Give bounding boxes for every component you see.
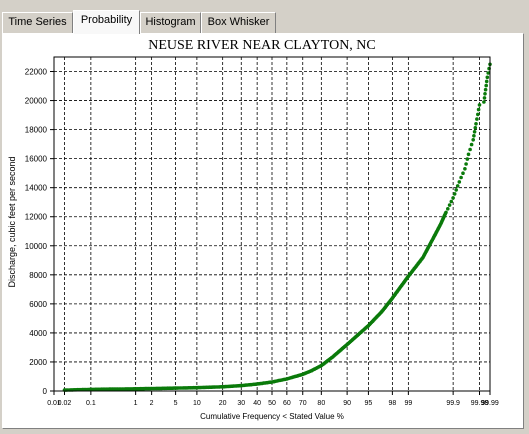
data-point [449,199,454,204]
data-point [486,71,491,75]
x-tick-label: 50 [268,400,276,407]
x-tick-label: 2 [150,400,154,407]
data-point [468,147,472,152]
tab-histogram[interactable]: Histogram [140,12,201,33]
data-point [469,142,474,147]
data-point [484,79,489,84]
data-point [482,96,487,100]
data-point [474,122,478,126]
y-tick-label: 2000 [29,358,47,367]
data-point [461,171,465,175]
data-point [446,207,450,211]
data-point [447,203,452,207]
data-point [454,188,459,192]
plot-frame [53,56,491,392]
data-point [444,210,448,215]
x-tick-label: 0.1 [86,400,96,407]
x-tick-label: 0.01 [47,400,61,407]
data-point [457,180,462,184]
x-tick-label: 90 [343,400,351,407]
x-tick-label: 80 [317,400,325,407]
x-tick-label: 60 [283,400,291,407]
data-point [483,87,488,92]
x-tick-label: 5 [174,400,178,407]
x-tick-label: 99 [404,400,412,407]
data-point [455,184,460,188]
data-point [475,117,479,121]
data-point [483,92,487,96]
tab-probability[interactable]: Probability [73,10,140,34]
chart-title: NEUSE RIVER NEAR CLAYTON, NC [148,38,376,53]
data-point [485,75,490,80]
y-tick-label: 8000 [29,271,47,280]
data-point [466,152,471,157]
data-point [451,196,455,200]
y-axis-label: Discharge, cubic feet per second [7,156,17,287]
y-tick-label: 14000 [25,184,48,193]
data-point [482,100,486,104]
tab-box-whisker[interactable]: Box Whisker [201,12,276,33]
x-tick-label: 95 [365,400,373,407]
data-point [476,112,480,117]
data-point [472,130,477,134]
y-tick-label: 0 [43,387,48,396]
x-tick-label: 98 [388,400,396,407]
tab-time-series[interactable]: Time Series [2,12,73,33]
y-tick-label: 10000 [25,242,48,251]
y-tick-label: 22000 [25,68,48,77]
x-tick-label: 20 [219,400,227,407]
y-tick-label: 20000 [25,97,48,106]
data-point [477,103,482,107]
data-point [459,175,463,180]
y-tick-label: 18000 [25,126,48,135]
data-point [465,157,470,161]
data-point [464,162,468,166]
data-point [463,167,467,171]
data-point [452,192,457,196]
y-tick-label: 16000 [25,155,48,164]
x-tick-label: 1 [134,400,138,407]
x-tick-label: 10 [193,400,201,407]
x-tick-label: 99.98 [471,400,489,407]
x-tick-label: 40 [253,400,261,407]
x-tick-label: 0.02 [58,400,72,407]
x-tick-label: 99.99 [481,400,499,407]
y-tick-label: 12000 [25,213,48,222]
data-point [473,126,478,130]
x-axis-label: Cumulative Frequency < Stated Value % [200,412,344,421]
x-tick-label: 70 [299,400,307,407]
y-tick-label: 4000 [29,329,47,338]
x-tick-label: 30 [237,400,245,407]
data-point [471,138,476,142]
data-point [476,107,481,112]
data-point [484,83,489,88]
y-tick-label: 6000 [29,300,47,309]
data-point [472,134,476,138]
x-tick-label: 99.9 [446,400,460,407]
